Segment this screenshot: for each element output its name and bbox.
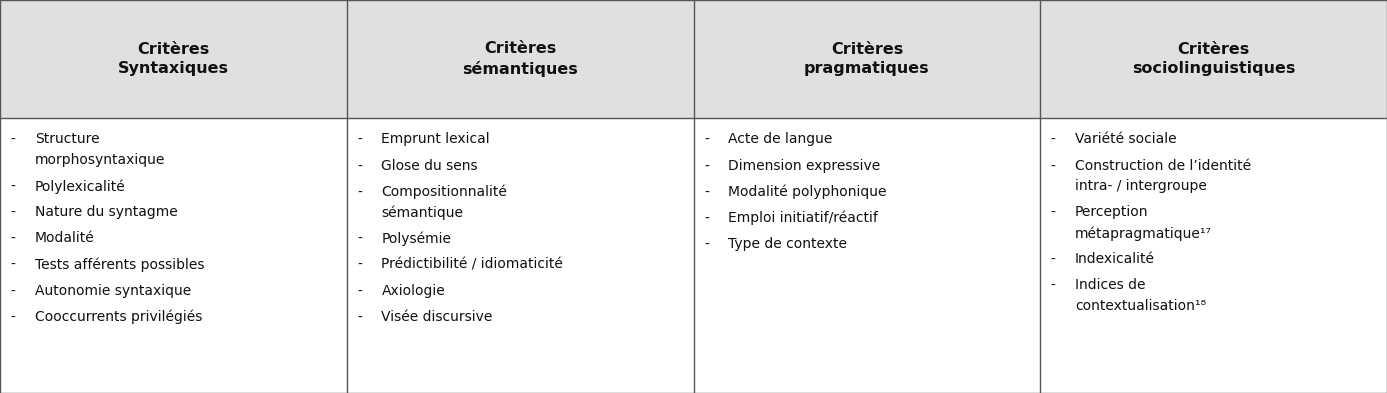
Text: -: -	[358, 231, 368, 246]
Text: Cooccurrents privilégiés: Cooccurrents privilégiés	[35, 310, 203, 324]
Text: -: -	[11, 179, 21, 193]
Text: contextualisation¹⁸: contextualisation¹⁸	[1075, 299, 1207, 313]
Text: Dimension expressive: Dimension expressive	[728, 158, 881, 173]
Text: -: -	[11, 257, 21, 272]
Text: Structure: Structure	[35, 132, 100, 147]
Text: Variété sociale: Variété sociale	[1075, 132, 1176, 147]
Text: Tests afférents possibles: Tests afférents possibles	[35, 257, 204, 272]
Text: Critères
sémantiques: Critères sémantiques	[462, 41, 578, 77]
Text: Critères
Syntaxiques: Critères Syntaxiques	[118, 42, 229, 76]
Text: Polysémie: Polysémie	[381, 231, 451, 246]
Text: -: -	[1051, 158, 1061, 173]
Bar	[0, 118, 347, 393]
Text: Autonomie syntaxique: Autonomie syntaxique	[35, 283, 191, 298]
Text: -: -	[358, 158, 368, 173]
Text: -: -	[705, 237, 714, 251]
Text: -: -	[11, 132, 21, 147]
Text: -: -	[11, 310, 21, 323]
Text: Nature du syntagme: Nature du syntagme	[35, 206, 178, 219]
Text: Visée discursive: Visée discursive	[381, 310, 492, 323]
Text: -: -	[11, 231, 21, 246]
Text: morphosyntaxique: morphosyntaxique	[35, 153, 165, 167]
Text: Type de contexte: Type de contexte	[728, 237, 847, 251]
Text: Polylexicalité: Polylexicalité	[35, 179, 125, 194]
Text: Indices de: Indices de	[1075, 278, 1146, 292]
Text: -: -	[705, 211, 714, 225]
Text: Compositionnalité: Compositionnalité	[381, 185, 508, 199]
Bar	[694, 118, 1040, 393]
Text: -: -	[1051, 278, 1061, 292]
Text: Perception: Perception	[1075, 206, 1148, 219]
Text: -: -	[358, 132, 368, 147]
Text: Axiologie: Axiologie	[381, 283, 445, 298]
Bar	[347, 118, 694, 393]
Text: Emprunt lexical: Emprunt lexical	[381, 132, 490, 147]
Text: -: -	[1051, 206, 1061, 219]
Text: -: -	[358, 185, 368, 198]
Text: -: -	[358, 310, 368, 323]
Text: Modalité polyphonique: Modalité polyphonique	[728, 185, 886, 199]
Text: Prédictibilité / idiomaticité: Prédictibilité / idiomaticité	[381, 257, 563, 272]
Text: -: -	[705, 158, 714, 173]
Text: -: -	[358, 257, 368, 272]
Text: -: -	[11, 283, 21, 298]
Text: métapragmatique¹⁷: métapragmatique¹⁷	[1075, 226, 1212, 241]
Bar	[1040, 0, 1387, 118]
Text: intra- / intergroupe: intra- / intergroupe	[1075, 179, 1207, 193]
Bar	[694, 0, 1040, 118]
Text: Construction de l’identité: Construction de l’identité	[1075, 158, 1251, 173]
Text: Acte de langue: Acte de langue	[728, 132, 832, 147]
Bar	[1040, 118, 1387, 393]
Text: -: -	[358, 283, 368, 298]
Text: sémantique: sémantique	[381, 206, 463, 220]
Text: Emploi initiatif/réactif: Emploi initiatif/réactif	[728, 211, 878, 225]
Bar	[0, 0, 347, 118]
Text: -: -	[1051, 132, 1061, 147]
Text: Indexicalité: Indexicalité	[1075, 252, 1155, 266]
Text: Critères
sociolinguistiques: Critères sociolinguistiques	[1132, 42, 1295, 76]
Text: Modalité: Modalité	[35, 231, 94, 246]
Bar	[347, 0, 694, 118]
Text: Critères
pragmatiques: Critères pragmatiques	[804, 42, 929, 76]
Text: -: -	[705, 132, 714, 147]
Text: -: -	[11, 206, 21, 219]
Text: Glose du sens: Glose du sens	[381, 158, 479, 173]
Text: -: -	[705, 185, 714, 198]
Text: -: -	[1051, 252, 1061, 266]
